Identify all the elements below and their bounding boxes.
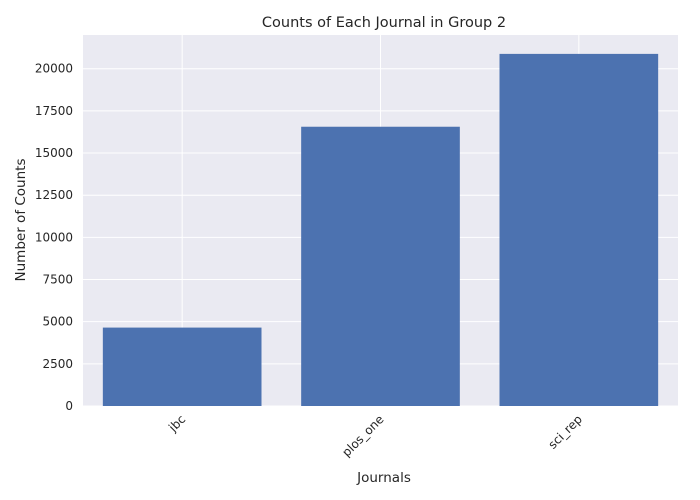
y-tick-label: 2500	[42, 357, 73, 371]
y-tick-label: 12500	[35, 188, 73, 202]
bar-jbc	[102, 327, 262, 406]
chart-title: Counts of Each Journal in Group 2	[262, 15, 506, 31]
y-axis-label: Number of Counts	[13, 159, 29, 282]
y-tick-label: 7500	[42, 273, 73, 287]
bar-sci_rep	[499, 53, 659, 407]
x-axis-label: Journals	[356, 470, 411, 486]
x-axis-ticks: jbc plos_one sci_rep	[165, 412, 585, 459]
x-tick-label: plos_one	[339, 412, 386, 459]
bar-plos_one	[301, 126, 460, 406]
x-tick-label: jbc	[165, 412, 188, 435]
y-tick-label: 0	[65, 399, 73, 413]
y-tick-label: 20000	[35, 62, 73, 76]
bars	[102, 53, 659, 407]
x-tick-label: sci_rep	[545, 412, 584, 451]
y-tick-label: 10000	[35, 230, 73, 244]
y-tick-label: 17500	[35, 104, 73, 118]
y-axis-ticks: 0 2500 5000 7500 10000 12500 15000 17500 20000	[35, 62, 73, 413]
y-tick-label: 15000	[35, 146, 73, 160]
y-tick-label: 5000	[42, 315, 73, 329]
